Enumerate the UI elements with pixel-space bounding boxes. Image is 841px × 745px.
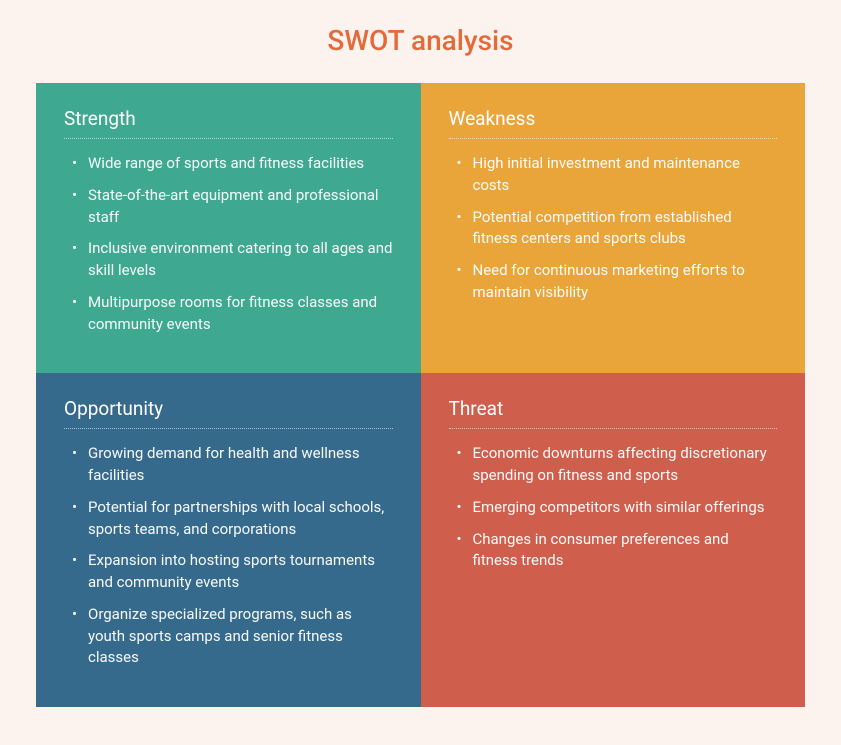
- quadrant-opportunity: Opportunity Growing demand for health an…: [36, 373, 421, 707]
- quadrant-weakness: Weakness High initial investment and mai…: [421, 83, 806, 373]
- list-item: Changes in consumer preferences and fitn…: [455, 529, 778, 573]
- page-title: SWOT analysis: [36, 24, 805, 57]
- quadrant-heading: Opportunity: [64, 397, 393, 429]
- list-item: Potential for partnerships with local sc…: [70, 497, 393, 541]
- list-item: High initial investment and maintenance …: [455, 153, 778, 197]
- quadrant-heading: Weakness: [449, 107, 778, 139]
- list-item: Wide range of sports and fitness facilit…: [70, 153, 393, 175]
- list-item: State-of-the-art equipment and professio…: [70, 185, 393, 229]
- list-item: Need for continuous marketing efforts to…: [455, 260, 778, 304]
- swot-page: SWOT analysis Strength Wide range of spo…: [0, 0, 841, 745]
- quadrant-strength: Strength Wide range of sports and fitnes…: [36, 83, 421, 373]
- quadrant-list: Economic downturns affecting discretiona…: [449, 443, 778, 572]
- quadrant-threat: Threat Economic downturns affecting disc…: [421, 373, 806, 707]
- list-item: Expansion into hosting sports tournament…: [70, 550, 393, 594]
- list-item: Organize specialized programs, such as y…: [70, 604, 393, 669]
- quadrant-list: Wide range of sports and fitness facilit…: [64, 153, 393, 335]
- swot-grid: Strength Wide range of sports and fitnes…: [36, 83, 805, 707]
- list-item: Economic downturns affecting discretiona…: [455, 443, 778, 487]
- quadrant-list: Growing demand for health and wellness f…: [64, 443, 393, 669]
- list-item: Growing demand for health and wellness f…: [70, 443, 393, 487]
- quadrant-heading: Strength: [64, 107, 393, 139]
- quadrant-heading: Threat: [449, 397, 778, 429]
- list-item: Emerging competitors with similar offeri…: [455, 497, 778, 519]
- quadrant-list: High initial investment and maintenance …: [449, 153, 778, 304]
- list-item: Inclusive environment catering to all ag…: [70, 238, 393, 282]
- list-item: Multipurpose rooms for fitness classes a…: [70, 292, 393, 336]
- list-item: Potential competition from established f…: [455, 207, 778, 251]
